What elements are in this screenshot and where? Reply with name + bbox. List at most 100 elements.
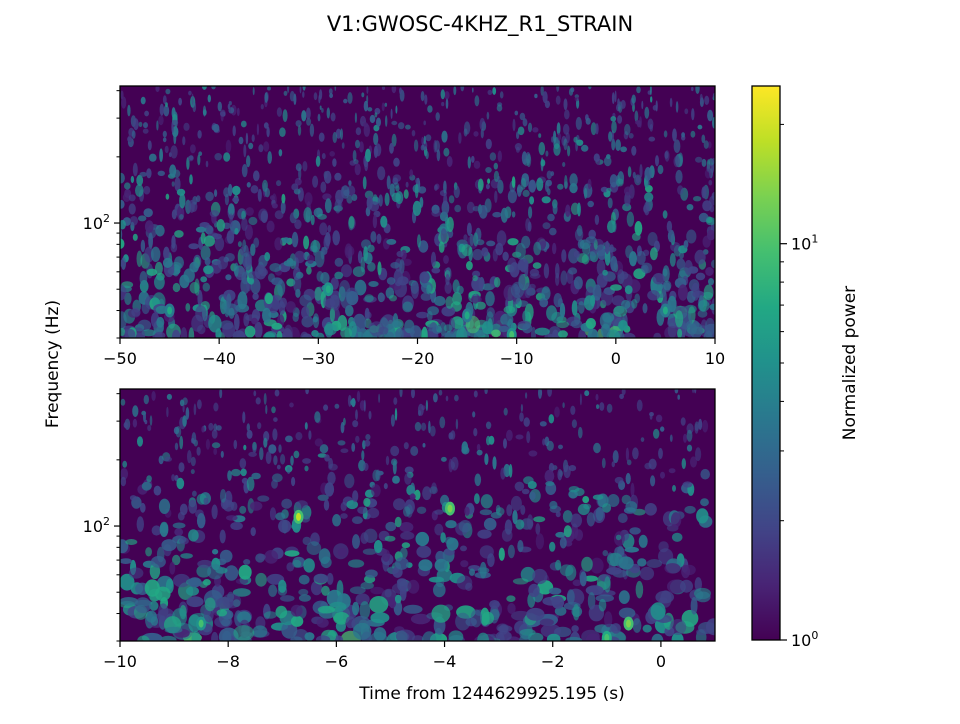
noise-blob	[182, 397, 188, 406]
noise-blob	[363, 462, 369, 471]
noise-blob	[436, 149, 441, 162]
noise-blob	[538, 133, 542, 138]
noise-blob	[569, 183, 578, 194]
noise-blob	[416, 311, 429, 319]
noise-blob	[326, 572, 334, 585]
noise-blob	[604, 611, 613, 628]
noise-blob	[555, 511, 561, 518]
noise-blob	[369, 114, 376, 124]
x-tick-label: −2	[541, 652, 565, 671]
noise-blob	[346, 291, 359, 306]
noise-blob	[243, 144, 247, 158]
noise-blob	[239, 458, 247, 469]
noise-blob	[611, 120, 617, 134]
noise-blob	[495, 630, 512, 641]
noise-blob	[573, 276, 583, 290]
noise-blob	[149, 415, 153, 426]
noise-blob	[361, 116, 365, 122]
noise-blob	[531, 326, 536, 338]
noise-blob	[183, 122, 190, 131]
noise-blob	[441, 332, 457, 338]
noise-blob	[426, 323, 439, 332]
noise-blob	[393, 397, 398, 405]
noise-blob	[650, 96, 653, 103]
noise-blob	[185, 303, 191, 312]
noise-blob	[418, 186, 427, 194]
noise-blob	[649, 414, 653, 420]
noise-blob	[712, 117, 715, 129]
noise-blob	[244, 325, 256, 338]
noise-blob	[355, 127, 362, 136]
noise-blob	[466, 201, 475, 214]
noise-blob	[188, 577, 202, 588]
noise-blob	[208, 422, 214, 431]
noise-blob	[402, 301, 413, 313]
noise-blob	[664, 151, 669, 159]
noise-blob	[559, 536, 567, 549]
noise-blob	[144, 246, 154, 263]
noise-blob	[598, 598, 607, 612]
noise-blob	[326, 107, 330, 119]
noise-blob	[401, 542, 411, 549]
noise-blob	[266, 220, 275, 233]
noise-blob	[450, 430, 456, 440]
noise-blob	[496, 175, 501, 183]
noise-blob	[121, 96, 127, 109]
noise-blob	[611, 92, 615, 105]
noise-blob	[684, 108, 689, 115]
noise-blob	[577, 202, 581, 217]
noise-blob	[446, 156, 453, 167]
noise-blob	[124, 182, 131, 190]
noise-blob	[456, 327, 468, 338]
noise-blob	[200, 232, 206, 245]
noise-blob	[681, 564, 691, 579]
noise-blob	[476, 449, 483, 456]
noise-blob	[150, 246, 161, 262]
noise-blob	[151, 525, 162, 536]
noise-blob	[491, 329, 501, 338]
noise-blob	[165, 102, 168, 107]
noise-blob	[170, 242, 178, 253]
x-tick-label: −10	[500, 349, 534, 368]
noise-blob	[246, 182, 251, 188]
noise-blob	[320, 272, 330, 284]
noise-blob	[445, 98, 449, 109]
noise-blob	[677, 328, 683, 338]
noise-blob	[289, 402, 294, 408]
noise-blob	[486, 435, 491, 446]
noise-blob	[363, 399, 366, 412]
noise-blob	[159, 635, 177, 641]
noise-blob	[599, 312, 612, 329]
noise-blob	[238, 136, 244, 145]
noise-blob	[614, 476, 624, 484]
noise-blob	[344, 473, 355, 489]
noise-blob	[352, 266, 366, 277]
bright-spot	[296, 512, 301, 521]
noise-blob	[185, 407, 190, 420]
noise-blob	[403, 604, 423, 614]
noise-blob	[172, 522, 186, 529]
noise-blob	[603, 156, 612, 167]
noise-blob	[429, 425, 436, 437]
noise-blob	[203, 497, 209, 505]
noise-blob	[539, 421, 547, 427]
noise-blob	[494, 190, 498, 203]
noise-blob	[233, 625, 255, 641]
noise-blob	[314, 438, 323, 447]
noise-blob	[529, 273, 541, 279]
noise-blob	[260, 210, 268, 223]
noise-blob	[313, 573, 329, 584]
noise-blob	[352, 420, 359, 428]
noise-blob	[606, 567, 622, 575]
noise-blob	[430, 251, 437, 267]
noise-blob	[663, 130, 668, 138]
noise-blob	[617, 98, 620, 107]
noise-blob	[120, 398, 126, 406]
noise-blob	[500, 467, 506, 480]
noise-blob	[541, 286, 551, 301]
noise-blob	[554, 406, 560, 418]
noise-blob	[298, 594, 311, 602]
noise-blob	[515, 519, 525, 530]
noise-blob	[264, 252, 271, 262]
noise-blob	[149, 153, 157, 162]
